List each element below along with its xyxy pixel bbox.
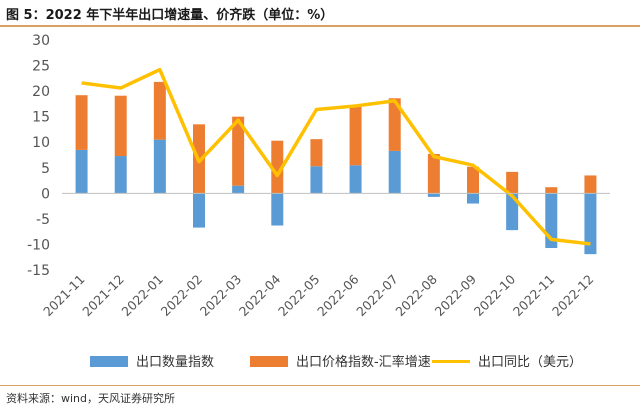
bar-quantity-index <box>506 193 519 231</box>
legend-label-price: 出口价格指数-汇率增速 <box>296 354 431 370</box>
x-tick-label: 2021-12 <box>79 272 127 320</box>
legend-label-quantity: 出口数量指数 <box>136 355 214 370</box>
line-series <box>81 67 591 246</box>
bar-quantity-index <box>584 193 597 255</box>
bar-quantity-index <box>271 193 284 226</box>
y-tick-label: 0 <box>41 186 50 202</box>
bar-price-index <box>153 81 166 140</box>
x-tick-label: 2022-08 <box>392 271 440 319</box>
x-tick-label: 2022-12 <box>549 272 597 320</box>
bar-price-index <box>388 98 401 151</box>
title-bar: 图 5：2022 年下半年出口增速量、价齐跌（单位：%） <box>0 0 640 27</box>
bar-price-index <box>545 187 558 194</box>
source-divider <box>0 385 640 386</box>
bar-price-index <box>427 153 440 194</box>
bar-price-index <box>467 166 479 194</box>
y-axis: 30 25 20 15 10 5 0 -5 -10 -15 <box>27 33 50 279</box>
bar-quantity-index <box>427 193 440 197</box>
y-tick-label: 25 <box>32 59 50 75</box>
legend-label-yoy: 出口同比（美元） <box>478 355 582 370</box>
bar-price-index <box>75 95 88 150</box>
bar-quantity-index <box>467 193 479 204</box>
bar-quantity-index <box>349 165 362 194</box>
source-note: 资料来源：wind，天风证券研究所 <box>6 392 176 405</box>
x-tick-label: 2022-11 <box>510 272 558 320</box>
y-tick-label: -15 <box>27 263 50 279</box>
bar-quantity-index <box>310 166 323 194</box>
bar-quantity-index <box>388 150 401 194</box>
y-tick-label: 5 <box>41 161 50 177</box>
bar-quantity-index <box>114 156 127 194</box>
bar-quantity-index <box>193 193 205 228</box>
bar-price-index <box>584 175 597 194</box>
x-tick-label: 2022-09 <box>432 271 480 319</box>
bar-quantity-index <box>232 185 245 194</box>
bar-quantity-index <box>75 149 88 194</box>
y-tick-label: -10 <box>27 237 50 253</box>
y-tick-label: 20 <box>32 84 50 100</box>
bar-price-index <box>349 106 362 166</box>
legend-swatch-quantity <box>90 356 128 367</box>
bar-price-index <box>271 140 284 194</box>
x-tick-label: 2022-01 <box>118 272 166 320</box>
bar-price-index <box>232 116 245 186</box>
x-tick-label: 2022-05 <box>275 272 323 320</box>
y-tick-label: 10 <box>32 135 50 151</box>
line-export-yoy <box>81 67 591 246</box>
x-tick-label: 2022-10 <box>471 271 519 319</box>
legend: 出口数量指数 出口价格指数-汇率增速 出口同比（美元） <box>90 354 582 370</box>
bar-quantity-index <box>153 139 166 194</box>
chart-title: 图 5：2022 年下半年出口增速量、价齐跌（单位：%） <box>6 8 334 23</box>
legend-swatch-price <box>250 356 288 367</box>
x-tick-label: 2022-02 <box>158 272 206 320</box>
x-tick-label: 2022-03 <box>197 272 245 320</box>
y-tick-label: -5 <box>36 212 50 228</box>
x-tick-label: 2022-04 <box>236 271 284 319</box>
bar-price-index <box>506 171 519 194</box>
x-tick-label: 2022-07 <box>353 272 401 320</box>
y-tick-label: 30 <box>32 33 50 49</box>
bar-price-index <box>310 139 323 167</box>
y-tick-label: 15 <box>32 110 50 126</box>
bar-price-index <box>114 95 127 157</box>
x-tick-label: 2022-06 <box>314 271 362 319</box>
